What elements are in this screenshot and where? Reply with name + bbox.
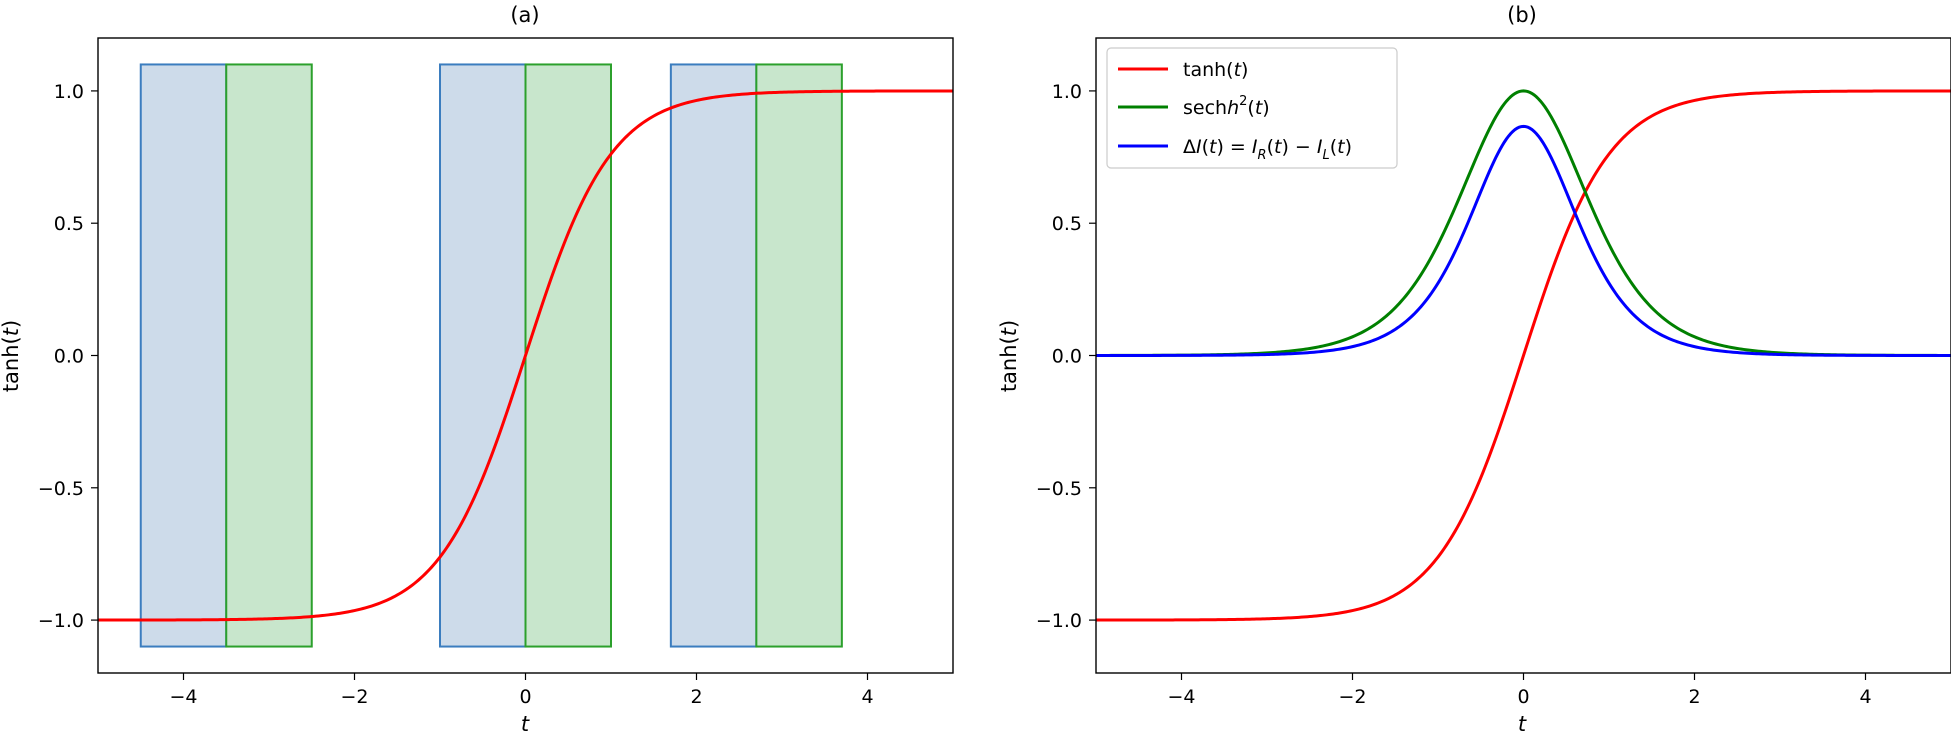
panel-a-interval-rect-4 [669, 63, 758, 648]
legend: tanh(t) sechh2(t) ΔI(t) = IR(t) − IL(t) [1106, 47, 1398, 169]
panel-a-y-ticks: −1.0 −0.5 0.0 0.5 1.0 [38, 81, 98, 632]
legend-box [1106, 47, 1398, 169]
panel-b-y-tick-label: 0.0 [1052, 346, 1082, 368]
panel-b-series-deltaI-line [1096, 124, 1951, 357]
panel-b-x-tick-label: 4 [1859, 686, 1871, 708]
panel-a-y-tick-label: −1.0 [38, 610, 84, 632]
panel-b-y-tick-label: −1.0 [1036, 610, 1082, 632]
panel-b-series-tanh-line [1096, 89, 1951, 622]
panel-b-y-tick-label: 1.0 [1052, 81, 1082, 103]
panel-b-x-label: t [1518, 712, 1527, 734]
panel-b-x-tick-label: 2 [1688, 686, 1700, 708]
panel-a-x-tick-label: 4 [861, 686, 873, 708]
legend-label-sech2: sechh2(t) [1183, 94, 1270, 119]
panel-a-series-tanh-line [98, 89, 953, 622]
panel-a-x-tick-label: −2 [340, 686, 368, 708]
panel-a-rectangles [139, 63, 843, 648]
panel-b-chart: (b) −4 −2 0 2 4 −1.0 −0.5 0.0 0.5 1.0 t tanh(t) … [997, 3, 1951, 734]
panel-b-x-ticks: −4 −2 0 2 4 [1167, 673, 1872, 708]
panel-a-y-tick-label: 0.0 [54, 346, 84, 368]
panel-b-x-tick-label: −4 [1167, 686, 1195, 708]
panel-a-y-label: tanh(t) [0, 320, 23, 392]
panel-a-y-tick-label: 0.5 [54, 213, 84, 235]
panel-b-y-tick-label: 0.5 [1052, 213, 1082, 235]
panel-a-y-tick-label: −0.5 [38, 478, 84, 500]
panel-a-lines [98, 89, 953, 622]
panel-b-x-tick-label: −2 [1338, 686, 1366, 708]
panel-a-interval-rect-2 [439, 63, 527, 648]
panel-a-x-ticks: −4 −2 0 2 4 [169, 673, 874, 708]
panel-a-interval-rect-5 [755, 63, 843, 648]
panel-a-interval-rect-3 [524, 63, 612, 648]
panel-a-title: (a) [510, 3, 539, 27]
panel-b-lines [1096, 89, 1951, 622]
panel-a-x-tick-label: 2 [690, 686, 702, 708]
panel-b-y-label: tanh(t) [997, 320, 1021, 392]
panel-a-chart: (a) −4 −2 0 2 4 −1.0 −0.5 0.0 0.5 1.0 t tanh(t) [0, 3, 954, 734]
panel-a-x-tick-label: 0 [519, 686, 531, 708]
panel-b-y-ticks: −1.0 −0.5 0.0 0.5 1.0 [1036, 81, 1096, 632]
panel-b-x-tick-label: 0 [1517, 686, 1529, 708]
panel-b-y-tick-label: −0.5 [1036, 478, 1082, 500]
panel-a-interval-rect-0 [139, 63, 228, 648]
panel-a-y-tick-label: 1.0 [54, 81, 84, 103]
panel-a-x-label: t [521, 712, 530, 734]
panel-a-interval-rect-1 [225, 63, 313, 648]
panel-a-x-tick-label: −4 [169, 686, 197, 708]
panel-b-title: (b) [1507, 3, 1537, 27]
legend-label-tanh: tanh(t) [1183, 59, 1248, 81]
